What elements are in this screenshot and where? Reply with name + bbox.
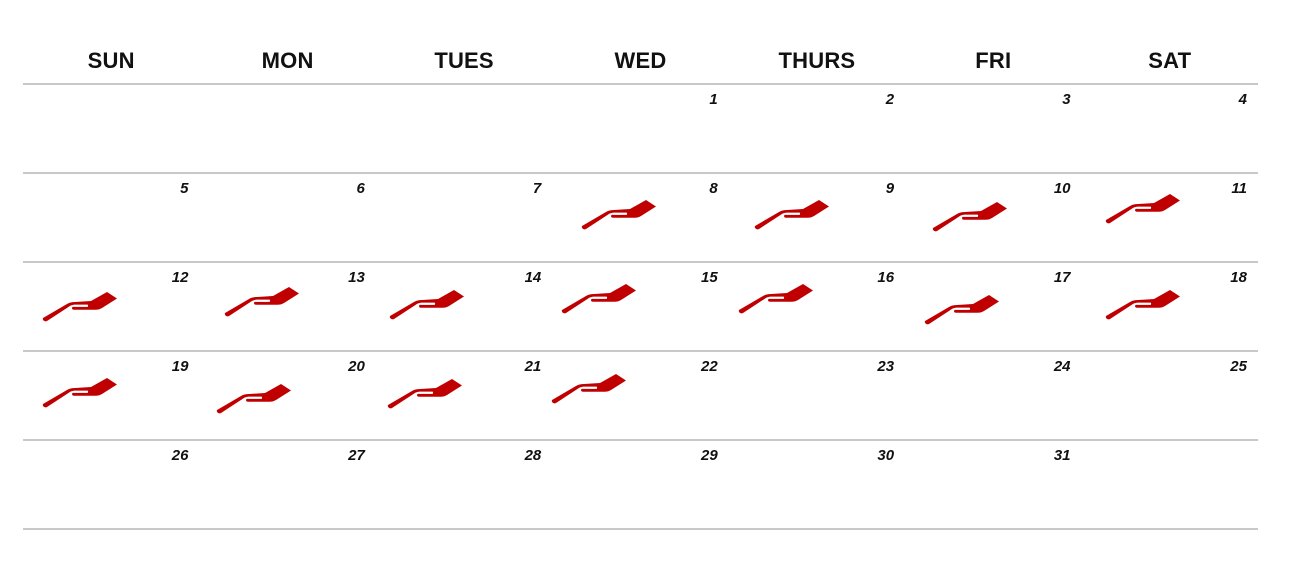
day-cell-8: 8 <box>552 174 728 261</box>
day-cell-6: 6 <box>199 174 375 261</box>
giving-hand-icon <box>580 198 658 232</box>
day-number: 19 <box>171 358 189 375</box>
day-number: 2 <box>885 91 895 108</box>
day-number: 8 <box>709 180 718 197</box>
day-number: 5 <box>180 180 189 197</box>
day-cell-14: 14 <box>376 263 552 350</box>
day-cell-26: 26 <box>23 441 199 528</box>
day-number: 7 <box>532 180 542 197</box>
day-cell-29: 29 <box>552 441 728 528</box>
day-number: 3 <box>1062 91 1071 108</box>
day-cell-25: 25 <box>1082 352 1258 439</box>
day-cell-10: 10 <box>905 174 1081 261</box>
day-cell-empty <box>1082 441 1258 528</box>
day-number: 31 <box>1053 447 1071 464</box>
weekday-header-row: SUN MON TUES WED THURS FRI SAT <box>23 38 1258 85</box>
day-cell-21: 21 <box>376 352 552 439</box>
day-number: 12 <box>171 269 189 286</box>
day-number: 14 <box>524 269 542 286</box>
day-cell-empty <box>23 85 199 172</box>
weekday-header-thurs: THURS <box>778 48 856 73</box>
giving-hand-icon <box>931 200 1009 234</box>
day-cell-24: 24 <box>905 352 1081 439</box>
day-number: 23 <box>877 358 895 375</box>
day-cell-18: 18 <box>1082 263 1258 350</box>
giving-hand-icon <box>550 372 628 406</box>
day-cell-20: 20 <box>199 352 375 439</box>
week-row: 26 27 28 29 30 31 <box>23 441 1258 530</box>
day-number: 13 <box>348 269 365 286</box>
day-number: 26 <box>171 447 189 464</box>
weekday-header-tues: TUES <box>434 48 494 73</box>
giving-hand-icon <box>737 282 815 316</box>
day-cell-23: 23 <box>729 352 905 439</box>
day-number: 11 <box>1231 180 1247 197</box>
day-number: 18 <box>1230 269 1247 286</box>
weekday-header-wed: WED <box>614 48 667 73</box>
day-cell-27: 27 <box>199 441 375 528</box>
day-number: 24 <box>1053 358 1071 375</box>
giving-hand-icon <box>1104 288 1182 322</box>
weekday-header-sun: SUN <box>87 48 135 73</box>
day-number: 30 <box>877 447 895 464</box>
day-cell-17: 17 <box>905 263 1081 350</box>
day-cell-11: 11 <box>1082 174 1258 261</box>
day-cell-empty <box>199 85 375 172</box>
day-cell-2: 2 <box>729 85 905 172</box>
day-cell-5: 5 <box>23 174 199 261</box>
day-cell-19: 19 <box>23 352 199 439</box>
day-cell-4: 4 <box>1082 85 1258 172</box>
weekday-header-fri: FRI <box>975 48 1012 73</box>
day-cell-13: 13 <box>199 263 375 350</box>
giving-hand-icon <box>923 293 1001 327</box>
day-number: 20 <box>348 358 365 375</box>
day-number: 22 <box>701 358 718 375</box>
giving-hand-icon <box>753 198 831 232</box>
giving-hand-icon <box>41 290 119 324</box>
day-number: 6 <box>356 180 365 197</box>
day-cell-22: 22 <box>552 352 728 439</box>
giving-hand-icon <box>223 285 301 319</box>
day-cell-28: 28 <box>376 441 552 528</box>
day-cell-12: 12 <box>23 263 199 350</box>
day-number: 25 <box>1230 358 1247 375</box>
day-cell-15: 15 <box>552 263 728 350</box>
week-row: 19 20 21 22 23 24 25 <box>23 352 1258 441</box>
day-number: 21 <box>524 358 542 375</box>
day-cell-3: 3 <box>905 85 1081 172</box>
day-number: 1 <box>709 91 718 108</box>
giving-hand-icon <box>388 288 466 322</box>
day-cell-16: 16 <box>729 263 905 350</box>
giving-hand-icon <box>41 376 119 410</box>
day-number: 16 <box>877 269 895 286</box>
day-cell-1: 1 <box>552 85 728 172</box>
day-cell-30: 30 <box>729 441 905 528</box>
day-number: 28 <box>524 447 542 464</box>
day-number: 29 <box>701 447 718 464</box>
day-cell-empty <box>376 85 552 172</box>
week-row: 1 2 3 4 <box>23 85 1258 174</box>
day-number: 27 <box>348 447 365 464</box>
day-number: 17 <box>1053 269 1071 286</box>
giving-hand-icon <box>386 377 464 411</box>
giving-hand-icon <box>1104 192 1182 226</box>
giving-hand-icon <box>215 382 293 416</box>
day-number: 9 <box>885 180 895 197</box>
week-row: 12 13 14 15 16 17 18 <box>23 263 1258 352</box>
day-cell-9: 9 <box>729 174 905 261</box>
day-cell-31: 31 <box>905 441 1081 528</box>
weekday-header-sat: SAT <box>1148 48 1192 73</box>
day-number: 15 <box>701 269 718 286</box>
week-row: 5 6 7 8 9 10 11 <box>23 174 1258 263</box>
giving-hand-icon <box>560 282 638 316</box>
weekday-header-mon: MON <box>261 48 314 73</box>
day-cell-7: 7 <box>376 174 552 261</box>
day-number: 4 <box>1238 91 1247 108</box>
day-number: 10 <box>1053 180 1071 197</box>
calendar-weeks: 1 2 3 4 5 6 7 8 9 10 11 12 13 14 15 16 17 18 19 20 21 22 23 24 2… <box>23 85 1258 530</box>
